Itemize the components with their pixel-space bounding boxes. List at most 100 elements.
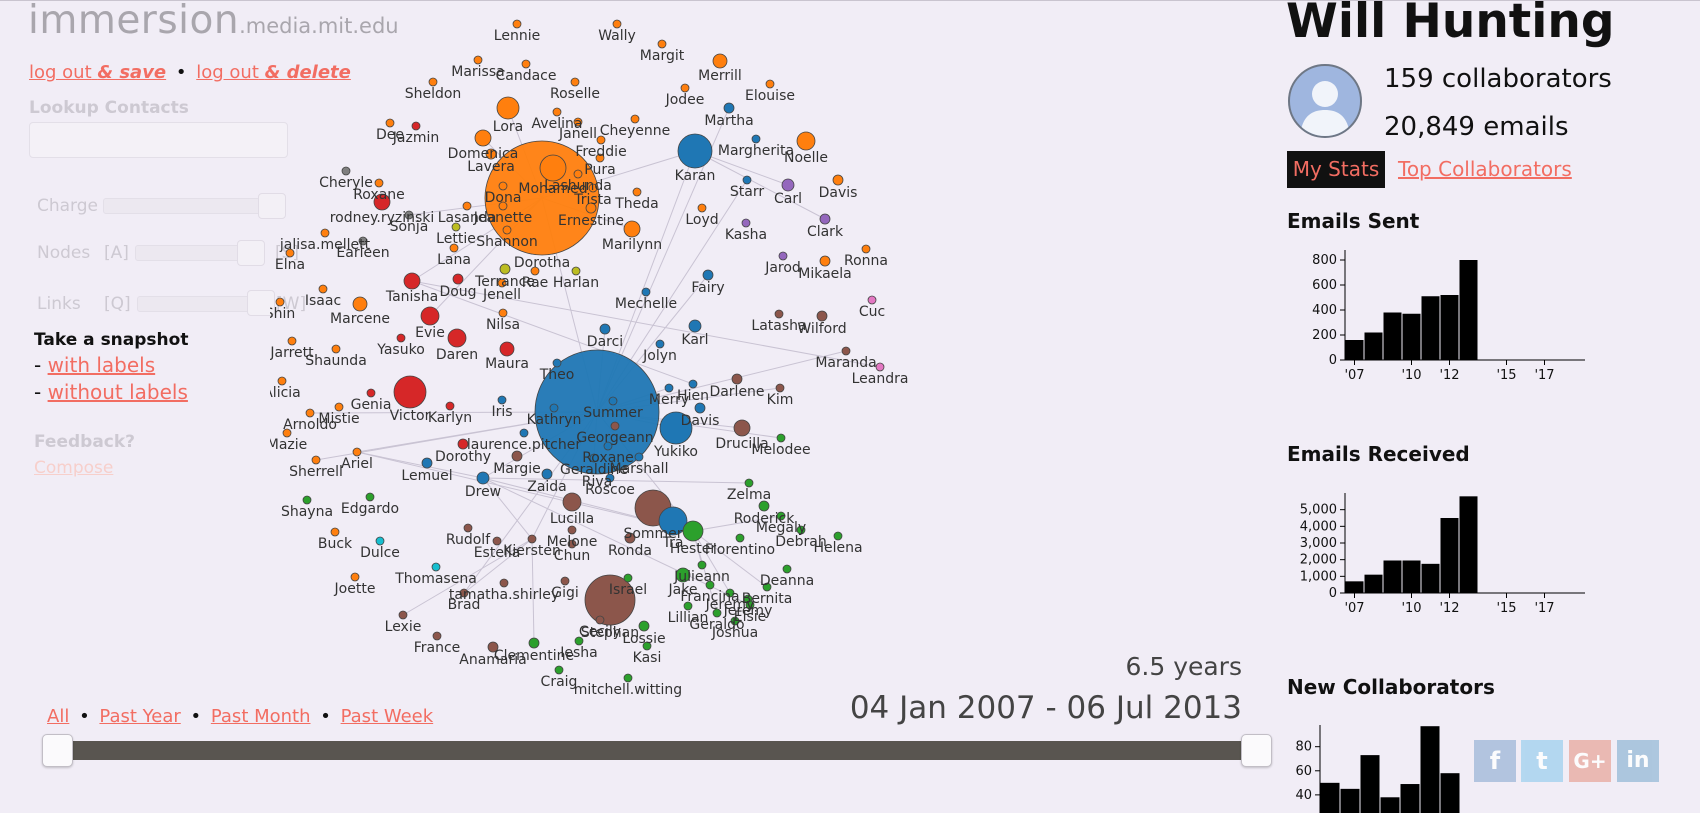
graph-node[interactable] <box>875 362 885 372</box>
graph-node[interactable] <box>819 255 831 267</box>
graph-node[interactable] <box>421 457 433 469</box>
timeline-start-handle[interactable] <box>42 734 73 767</box>
graph-node[interactable] <box>745 600 755 610</box>
graph-node[interactable] <box>552 107 562 117</box>
graph-node[interactable] <box>331 344 341 354</box>
graph-node[interactable] <box>462 201 472 211</box>
graph-node[interactable] <box>341 166 351 176</box>
graph-node[interactable] <box>655 339 665 349</box>
graph-node[interactable] <box>742 175 752 185</box>
graph-node[interactable] <box>485 148 497 160</box>
graph-node[interactable] <box>596 135 606 145</box>
graph-node[interactable] <box>832 174 844 186</box>
graph-node[interactable] <box>595 153 605 163</box>
graph-node[interactable] <box>816 310 828 322</box>
graph-node[interactable] <box>642 641 652 651</box>
graph-node[interactable] <box>744 478 754 488</box>
graph-node[interactable] <box>549 403 559 413</box>
my-stats-button[interactable]: My Stats <box>1287 151 1385 188</box>
graph-node[interactable] <box>570 77 580 87</box>
graph-node[interactable] <box>796 131 816 151</box>
graph-node[interactable] <box>610 421 620 431</box>
graph-node[interactable] <box>496 96 520 120</box>
graph-node[interactable] <box>624 532 636 544</box>
graph-node[interactable] <box>366 388 376 398</box>
graph-node[interactable] <box>567 525 577 535</box>
graph-node[interactable] <box>492 536 502 546</box>
graph-node[interactable] <box>487 641 499 653</box>
period-past-year-link[interactable]: Past Year <box>99 706 181 727</box>
graph-node[interactable] <box>393 375 427 409</box>
graph-node[interactable] <box>318 284 328 294</box>
graph-node[interactable] <box>702 269 714 281</box>
graph-node[interactable] <box>735 533 745 543</box>
graph-node[interactable] <box>712 53 728 69</box>
graph-node[interactable] <box>697 203 707 213</box>
graph-node[interactable] <box>512 19 522 29</box>
graph-node[interactable] <box>694 402 706 414</box>
graph-node[interactable] <box>819 213 831 225</box>
graph-node[interactable] <box>499 263 511 275</box>
graph-node[interactable] <box>680 83 690 93</box>
graph-node[interactable] <box>451 222 461 232</box>
graph-node[interactable] <box>428 77 438 87</box>
charge-slider-thumb[interactable] <box>258 193 286 219</box>
graph-node[interactable] <box>776 511 786 521</box>
compose-link[interactable]: Compose <box>34 458 114 478</box>
graph-node[interactable] <box>751 134 761 144</box>
immersion-logo[interactable]: immersion.media.mit.edu <box>28 0 399 43</box>
graph-node[interactable] <box>498 308 508 318</box>
logout-delete-link[interactable]: log out & delete <box>196 62 351 83</box>
graph-node[interactable] <box>527 534 537 544</box>
graph-node[interactable] <box>457 438 469 450</box>
graph-node[interactable] <box>612 19 622 29</box>
graph-node[interactable] <box>775 383 785 393</box>
graph-node[interactable] <box>567 539 577 549</box>
graph-node[interactable] <box>385 118 395 128</box>
graph-node[interactable] <box>573 169 583 179</box>
graph-node[interactable] <box>638 620 650 632</box>
graph-node[interactable] <box>350 572 360 582</box>
graph-node[interactable] <box>623 573 633 583</box>
graph-node[interactable] <box>365 492 375 502</box>
graph-node[interactable] <box>675 567 691 583</box>
period-past-week-link[interactable]: Past Week <box>340 706 434 727</box>
graph-node[interactable] <box>541 468 553 480</box>
graph-node[interactable] <box>781 178 795 192</box>
graph-node[interactable] <box>758 500 770 512</box>
graph-node[interactable] <box>311 455 321 465</box>
graph-node[interactable] <box>677 133 713 169</box>
graph-node[interactable] <box>623 673 633 683</box>
graph-node[interactable] <box>725 588 735 598</box>
graph-node[interactable] <box>608 396 618 406</box>
period-past-month-link[interactable]: Past Month <box>210 706 311 727</box>
graph-node[interactable] <box>499 341 515 357</box>
graph-node[interactable] <box>497 395 507 405</box>
period-all-link[interactable]: All <box>47 706 70 727</box>
graph-node[interactable] <box>449 243 459 253</box>
graph-node[interactable] <box>562 492 582 512</box>
graph-node[interactable] <box>554 665 564 675</box>
graph-node[interactable] <box>552 358 562 368</box>
graph-node[interactable] <box>573 117 583 127</box>
snapshot-with-labels-link[interactable]: with labels <box>47 353 156 377</box>
graph-node[interactable] <box>723 102 735 114</box>
timeline-end-handle[interactable] <box>1241 734 1272 767</box>
graph-node[interactable] <box>305 408 315 418</box>
graph-node[interactable] <box>404 210 414 220</box>
graph-node[interactable] <box>588 183 598 193</box>
graph-node[interactable] <box>697 560 707 570</box>
graph-node[interactable] <box>511 450 523 462</box>
graph-node[interactable] <box>373 193 391 211</box>
graph-node[interactable] <box>375 536 385 546</box>
graph-node[interactable] <box>277 376 287 386</box>
graph-node[interactable] <box>658 506 688 536</box>
links-slider-thumb[interactable] <box>247 290 275 316</box>
graph-node[interactable] <box>476 471 490 485</box>
graph-node[interactable] <box>833 531 843 541</box>
graph-node[interactable] <box>688 319 702 333</box>
graph-node[interactable] <box>431 562 441 572</box>
graph-node[interactable] <box>762 582 772 592</box>
graph-node[interactable] <box>664 383 674 393</box>
